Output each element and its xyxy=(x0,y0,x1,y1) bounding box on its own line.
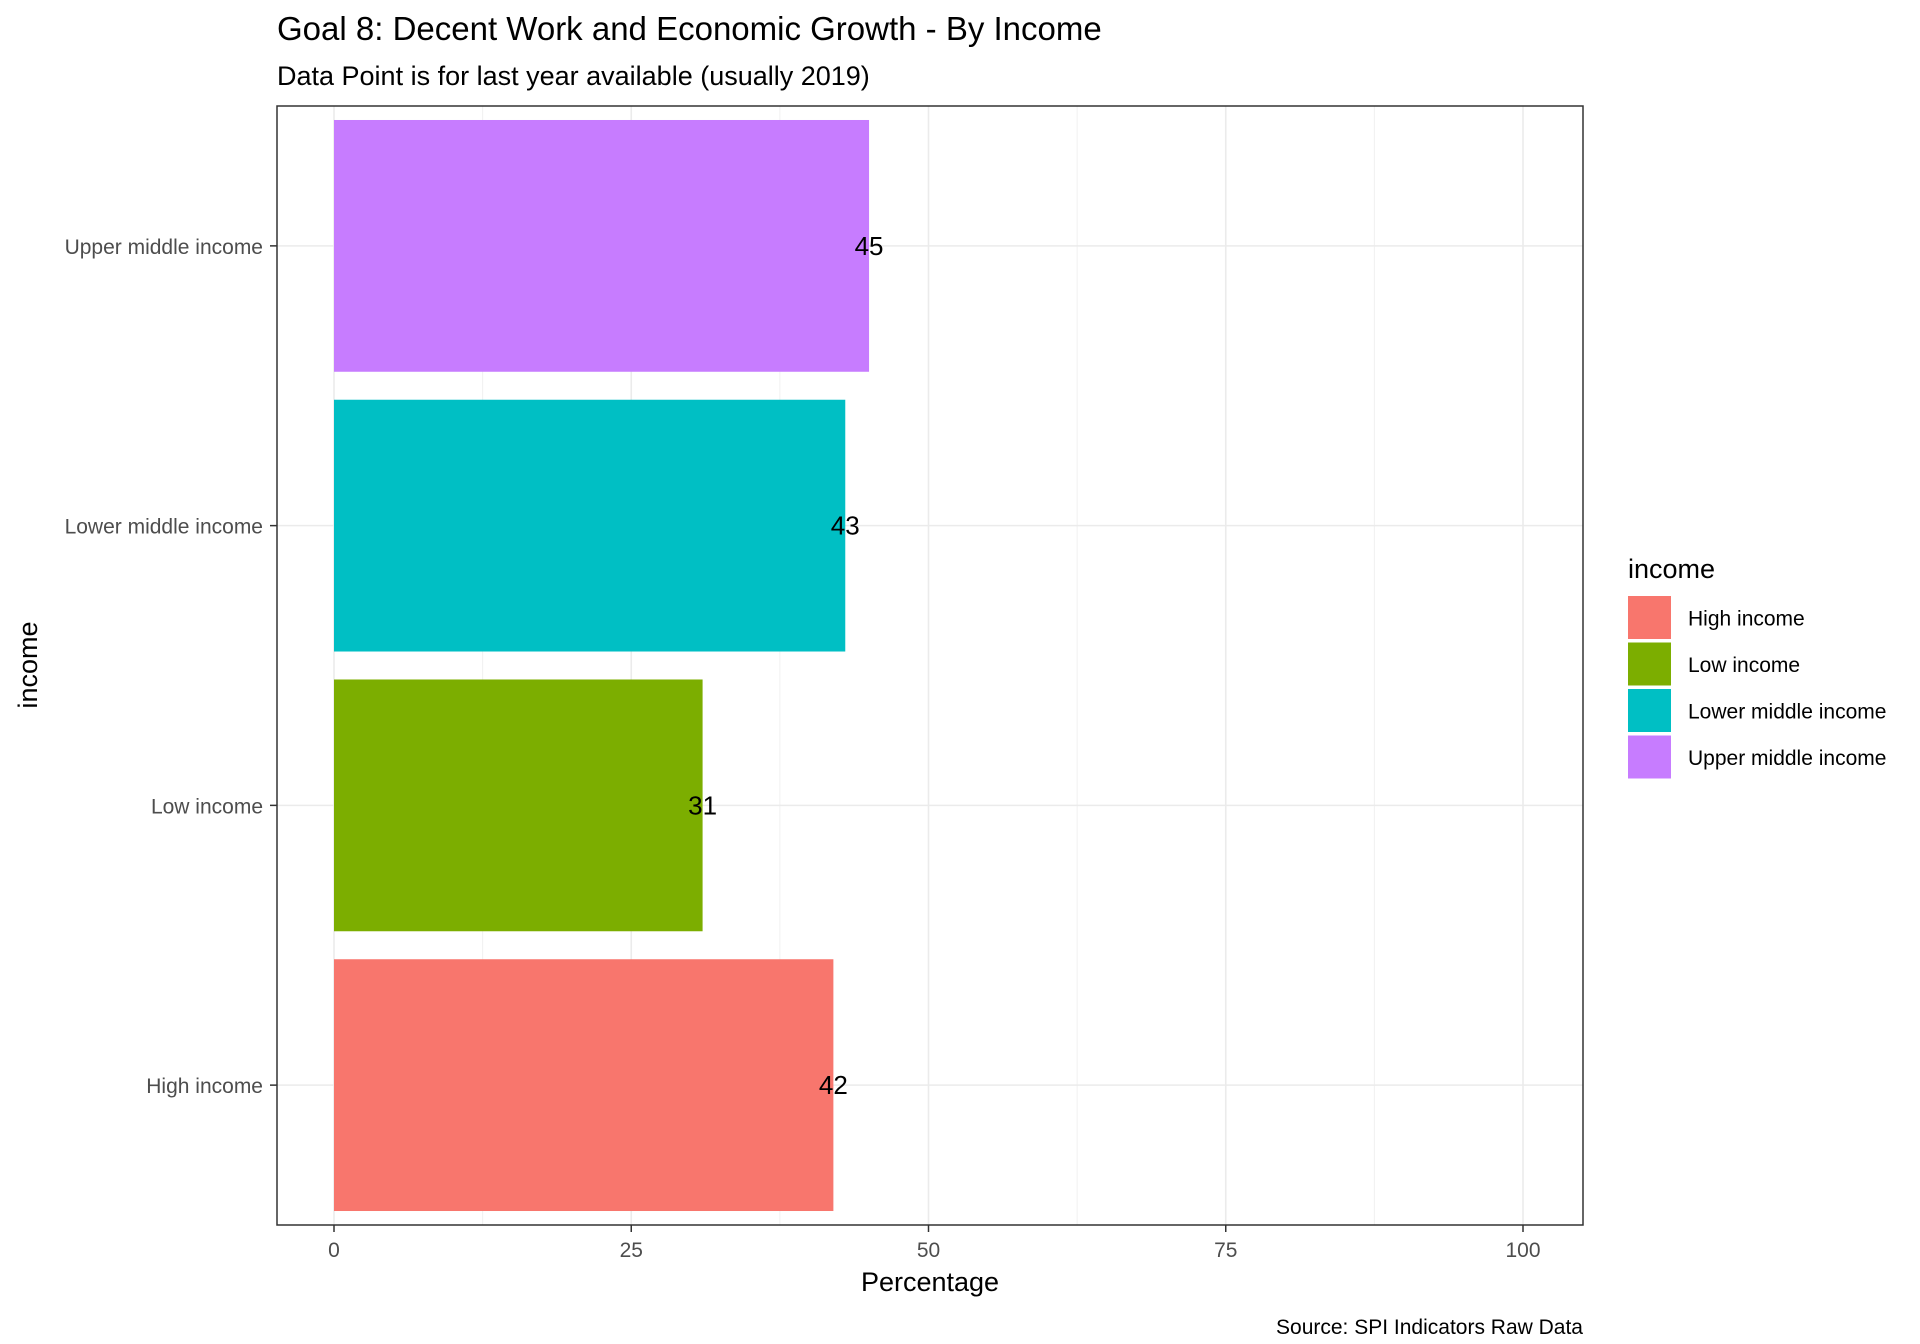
chart-title: Goal 8: Decent Work and Economic Growth … xyxy=(277,10,1102,47)
x-tick-label: 50 xyxy=(917,1239,940,1262)
legend-key-high-income xyxy=(1628,596,1671,639)
chart-subtitle: Data Point is for last year available (u… xyxy=(277,61,870,91)
bar-upper-middle-income xyxy=(334,119,870,372)
x-tick-label: 0 xyxy=(328,1239,340,1262)
y-tick-label: Low income xyxy=(151,795,263,818)
legend-label-lower-middle-income: Lower middle income xyxy=(1688,701,1886,724)
legend-title: income xyxy=(1628,554,1715,584)
bars xyxy=(334,119,870,1212)
plot-panel: 42 31 43 45 xyxy=(276,105,1584,1226)
plot-border xyxy=(276,105,1584,1226)
data-label-low-income: 31 xyxy=(688,790,717,820)
chart-caption: Source: SPI Indicators Raw Data xyxy=(1276,1316,1583,1339)
x-tick-label: 75 xyxy=(1214,1239,1237,1262)
legend: income High income Low income Lower middle… xyxy=(1628,554,1886,779)
legend-key-lower-middle-income xyxy=(1628,689,1671,732)
x-tick-label: 25 xyxy=(620,1239,643,1262)
data-labels: 42 31 43 45 xyxy=(688,231,883,1100)
y-tick-label: Lower middle income xyxy=(65,516,263,539)
data-label-lower-middle-income: 43 xyxy=(831,511,860,541)
legend-label-upper-middle-income: Upper middle income xyxy=(1688,747,1886,770)
bar-high-income xyxy=(334,959,834,1212)
x-tick-label: 100 xyxy=(1505,1239,1540,1262)
x-axis-title: Percentage xyxy=(861,1267,999,1297)
y-tick-label: High income xyxy=(146,1075,263,1098)
x-axis: 0 25 50 75 100 xyxy=(328,1225,1541,1262)
bar-low-income xyxy=(334,679,703,932)
legend-items: High income Low income Lower middle income… xyxy=(1628,596,1886,779)
y-tick-label: Upper middle income xyxy=(65,236,263,259)
legend-label-high-income: High income xyxy=(1688,608,1805,631)
y-axis-title: income xyxy=(13,621,43,708)
y-axis: High income Low income Lower middle income… xyxy=(65,236,277,1098)
legend-key-low-income xyxy=(1628,642,1671,686)
data-label-high-income: 42 xyxy=(819,1070,848,1100)
data-label-upper-middle-income: 45 xyxy=(855,231,884,261)
legend-label-low-income: Low income xyxy=(1688,654,1800,677)
legend-key-upper-middle-income xyxy=(1628,735,1671,779)
bar-lower-middle-income xyxy=(334,399,846,652)
